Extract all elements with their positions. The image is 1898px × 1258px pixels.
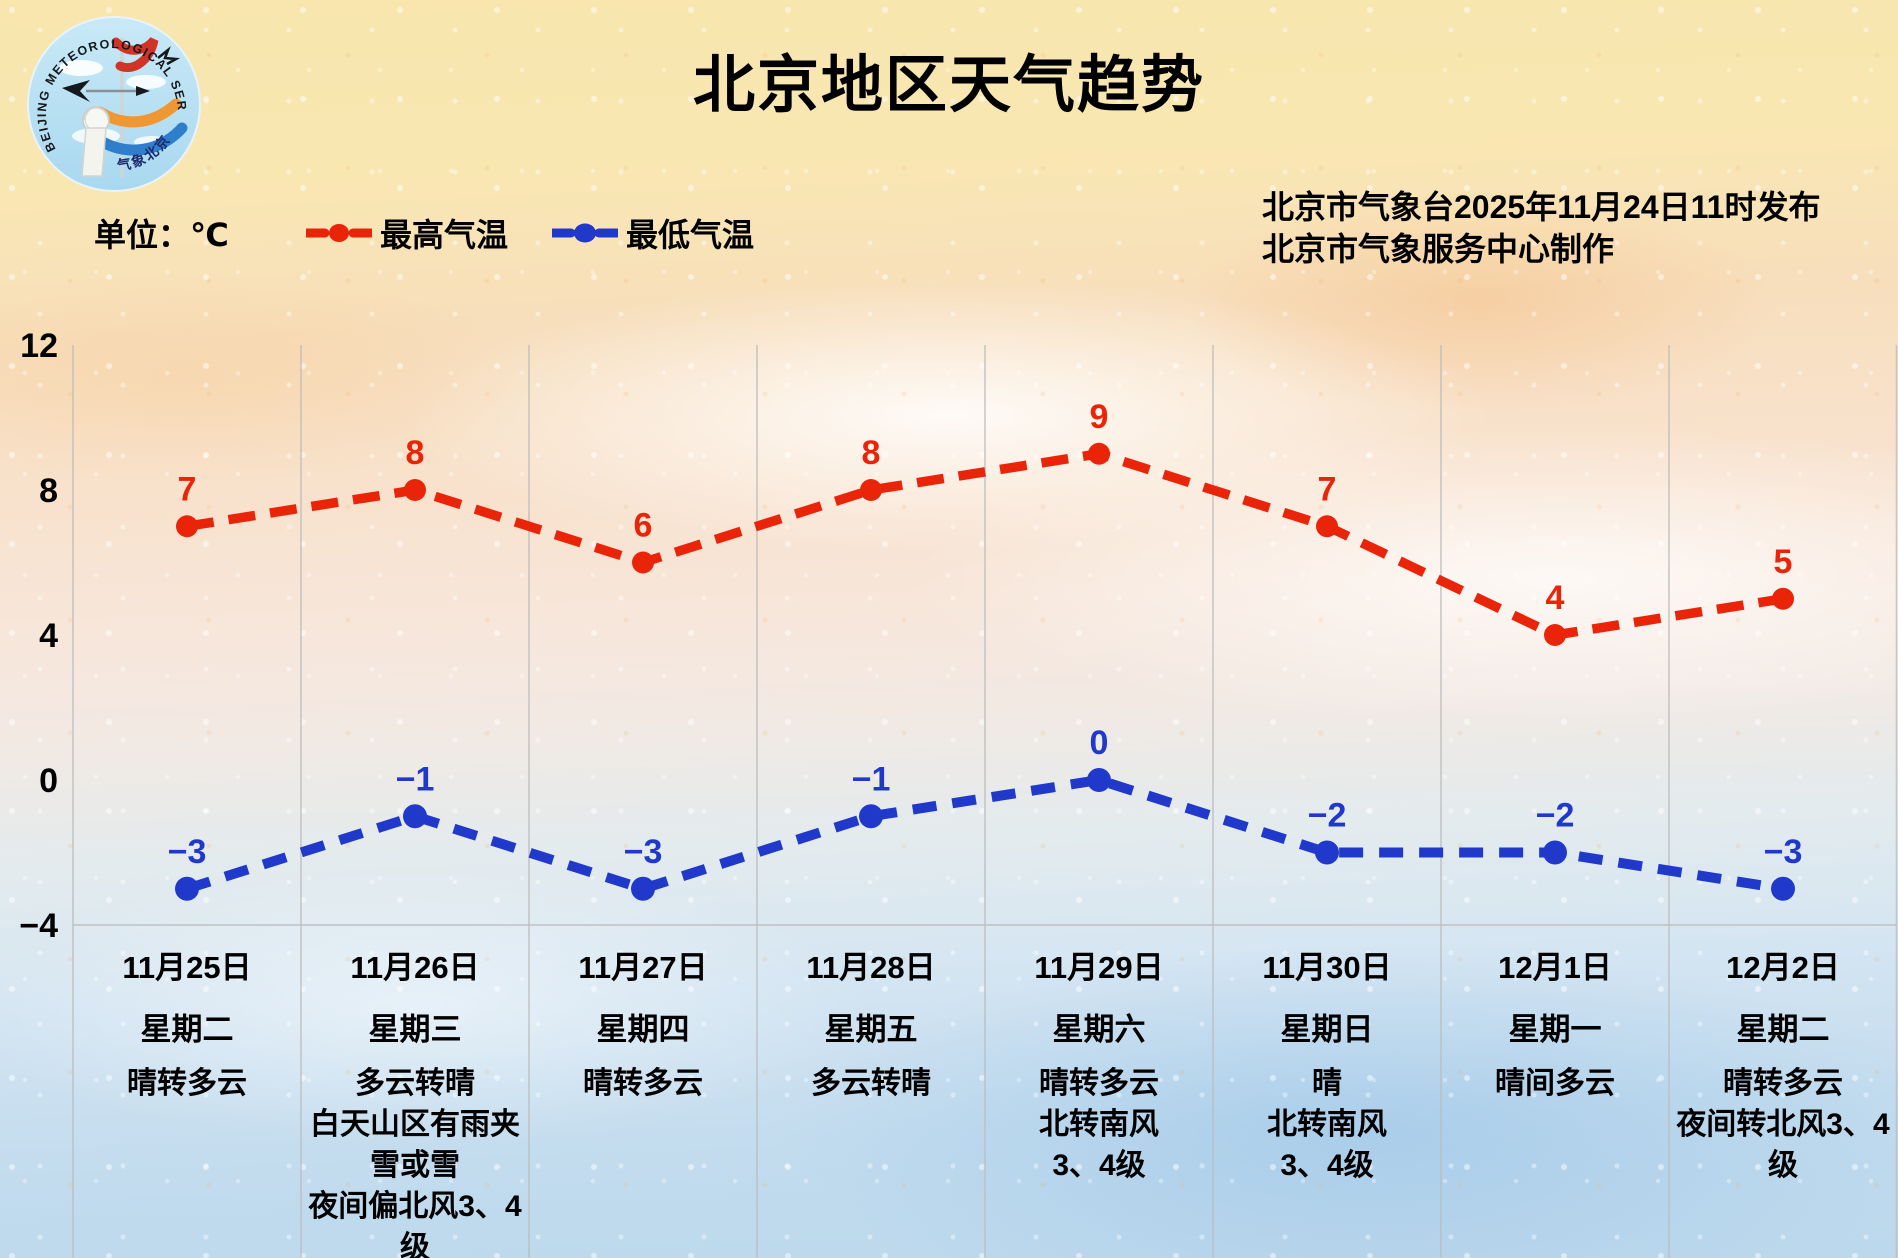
weather-description: 多云转晴白天山区有雨夹 雪或雪夜间偏北风3、4 级 bbox=[261, 1063, 569, 1258]
max-temp-point bbox=[1316, 515, 1338, 538]
weather-line: 雪或雪 bbox=[370, 1149, 460, 1182]
min-temp-value-label: −2 bbox=[1536, 797, 1575, 835]
weather-description: 晴北转南风 3、4级 bbox=[1173, 1063, 1481, 1186]
min-temp-point bbox=[1315, 840, 1339, 865]
weekday-label: 星期四 bbox=[596, 1012, 690, 1047]
page-title: 北京地区天气趋势 bbox=[692, 51, 1205, 120]
max-temp-point bbox=[176, 515, 198, 538]
date-label: 11月27日 bbox=[578, 950, 708, 985]
unit-label: 单位：℃ bbox=[94, 217, 229, 253]
weekday-label: 星期二 bbox=[1736, 1012, 1830, 1047]
max-temp-value-label: 7 bbox=[1318, 470, 1337, 508]
weather-description: 晴转多云 bbox=[489, 1063, 797, 1104]
weekday-label: 星期五 bbox=[824, 1012, 918, 1047]
max-temp-point bbox=[1088, 442, 1110, 465]
weather-line: 晴转多云 bbox=[583, 1067, 703, 1100]
weather-line: 多云转晴 bbox=[355, 1067, 475, 1100]
weekday-label: 星期一 bbox=[1508, 1012, 1602, 1047]
weather-line: 晴间多云 bbox=[1495, 1067, 1615, 1100]
weather-line: 多云转晴 bbox=[811, 1067, 931, 1100]
max-temp-point bbox=[632, 551, 654, 574]
publisher-line-2: 北京市气象服务中心制作 bbox=[1262, 231, 1615, 267]
weather-line: 白天山区有雨夹 bbox=[310, 1108, 520, 1141]
weekday-label: 星期日 bbox=[1280, 1012, 1374, 1047]
legend-min-label: 最低气温 bbox=[626, 217, 755, 253]
y-tick-label: 8 bbox=[39, 472, 58, 510]
date-label: 11月25日 bbox=[122, 950, 252, 985]
weather-line: 3、4级 bbox=[1052, 1149, 1146, 1182]
min-temp-point bbox=[1087, 768, 1111, 792]
min-temp-point bbox=[859, 804, 883, 829]
weekday-label: 星期六 bbox=[1052, 1012, 1146, 1047]
publisher-info: 北京市气象台2025年11月24日11时发布 北京市气象服务中心制作 bbox=[1262, 186, 1820, 270]
y-tick-label: 12 bbox=[20, 327, 58, 365]
date-label: 12月1日 bbox=[1498, 950, 1612, 985]
weather-description: 晴间多云 bbox=[1401, 1063, 1709, 1104]
y-tick-label: 0 bbox=[39, 762, 58, 800]
date-label: 11月28日 bbox=[806, 950, 936, 985]
weekday-label: 星期二 bbox=[140, 1012, 234, 1047]
max-temp-value-label: 8 bbox=[406, 434, 425, 472]
date-label: 11月30日 bbox=[1262, 950, 1392, 985]
min-temp-point bbox=[175, 876, 199, 901]
min-temp-point bbox=[1543, 840, 1567, 865]
weather-description: 晴转多云 bbox=[33, 1063, 341, 1104]
max-temp-value-label: 7 bbox=[178, 470, 197, 508]
min-temp-point bbox=[403, 804, 427, 829]
weather-line: 夜间偏北风3、4 bbox=[308, 1190, 522, 1223]
date-label: 11月26日 bbox=[350, 950, 480, 985]
weather-line: 北转南风 bbox=[1267, 1108, 1387, 1141]
min-temp-value-label: −1 bbox=[396, 760, 435, 798]
max-temp-point bbox=[1772, 587, 1794, 610]
weather-description: 晴转多云北转南风 3、4级 bbox=[945, 1063, 1253, 1186]
max-temp-point bbox=[860, 479, 882, 501]
weather-line: 北转南风 bbox=[1039, 1108, 1159, 1141]
min-temp-value-label: 0 bbox=[1090, 724, 1109, 762]
weather-line: 级 bbox=[1768, 1149, 1798, 1182]
max-temp-point bbox=[404, 479, 426, 501]
weather-line: 3、4级 bbox=[1280, 1149, 1374, 1182]
min-temp-value-label: −3 bbox=[624, 833, 663, 871]
min-temp-point bbox=[631, 876, 655, 901]
weather-line: 级 bbox=[400, 1231, 430, 1258]
legend-item-min-temp: 最低气温 bbox=[552, 210, 754, 256]
max-temp-line-swatch-icon bbox=[306, 224, 372, 242]
min-temp-value-label: −2 bbox=[1308, 797, 1347, 835]
date-label: 11月29日 bbox=[1034, 950, 1164, 985]
date-label: 12月2日 bbox=[1726, 950, 1840, 985]
min-temp-value-label: −3 bbox=[168, 833, 207, 871]
legend-max-label: 最高气温 bbox=[380, 217, 509, 253]
y-tick-label: 4 bbox=[39, 617, 58, 655]
weather-line: 晴转多云 bbox=[1039, 1067, 1159, 1100]
max-temp-value-label: 8 bbox=[862, 434, 881, 472]
y-tick-label: −4 bbox=[19, 907, 58, 945]
weather-description: 晴转多云夜间转北风3、4 级 bbox=[1629, 1063, 1898, 1186]
weather-line: 夜间转北风3、4 bbox=[1676, 1108, 1890, 1141]
max-temp-value-label: 4 bbox=[1546, 579, 1565, 617]
weekday-label: 星期三 bbox=[368, 1012, 462, 1047]
max-temp-value-label: 6 bbox=[634, 507, 653, 545]
min-temp-line bbox=[185, 775, 1784, 894]
min-temp-value-label: −1 bbox=[852, 760, 891, 798]
max-temp-value-label: 9 bbox=[1090, 398, 1109, 436]
max-temp-value-label: 5 bbox=[1774, 543, 1793, 581]
legend-item-max-temp: 最高气温 bbox=[306, 210, 508, 256]
weather-line: 晴转多云 bbox=[1723, 1067, 1843, 1100]
weather-line: 晴转多云 bbox=[127, 1067, 247, 1100]
max-temp-line bbox=[186, 449, 1784, 640]
beijing-meteorological-service-logo-icon: BEIJING METEOROLOGICAL SERVICE 气象北京 bbox=[26, 16, 201, 192]
min-temp-line-swatch-icon bbox=[552, 223, 618, 243]
weather-description: 多云转晴 bbox=[717, 1063, 1025, 1104]
weather-line: 晴 bbox=[1312, 1067, 1342, 1100]
min-temp-point bbox=[1771, 876, 1795, 901]
publisher-line-1: 北京市气象台2025年11月24日11时发布 bbox=[1262, 189, 1821, 225]
min-temp-value-label: −3 bbox=[1764, 833, 1803, 871]
max-temp-point bbox=[1544, 624, 1566, 646]
